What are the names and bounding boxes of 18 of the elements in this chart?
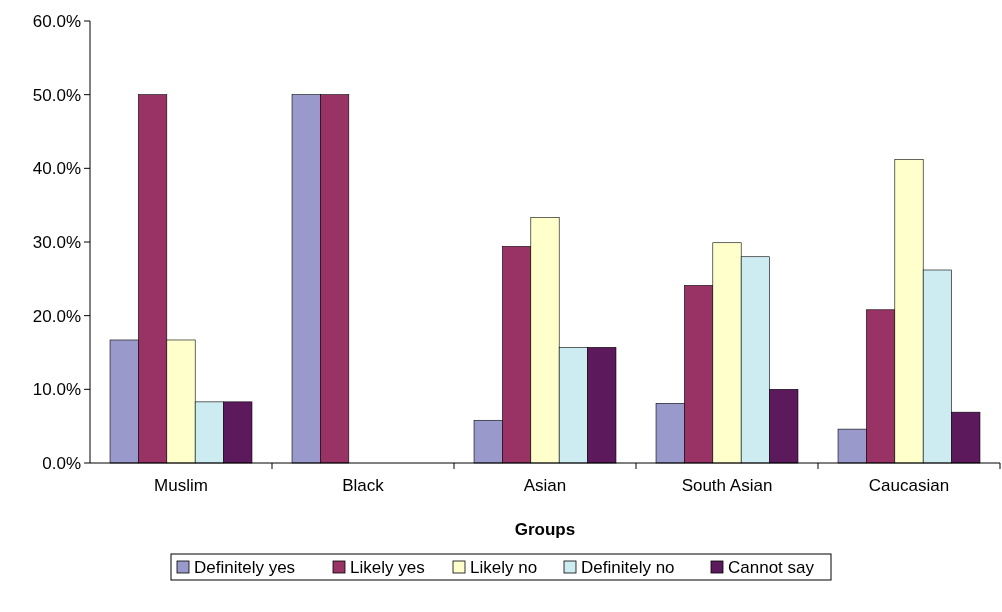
y-tick-label: 0.0%: [42, 453, 81, 473]
x-tick-label: Asian: [523, 476, 567, 495]
legend-label: Definitely no: [581, 557, 675, 577]
x-tick-label: Muslim: [154, 476, 208, 495]
legend-label: Likely no: [470, 557, 538, 577]
y-tick-label: 50.0%: [32, 85, 81, 105]
y-tick-label: 40.0%: [32, 159, 81, 179]
x-axis-title: Groups: [514, 520, 576, 539]
y-tick-label: 60.0%: [32, 11, 81, 31]
legend-label: Likely yes: [350, 557, 425, 577]
legend-label: Cannot say: [728, 557, 815, 577]
y-tick-label: 20.0%: [32, 306, 81, 326]
x-tick-label: Black: [342, 476, 385, 495]
y-tick-label: 30.0%: [32, 232, 81, 252]
x-tick-label: South Asian: [681, 476, 773, 495]
y-tick-label: 10.0%: [32, 380, 81, 400]
x-tick-label: Caucasian: [868, 476, 950, 495]
legend-label: Definitely yes: [194, 557, 296, 577]
